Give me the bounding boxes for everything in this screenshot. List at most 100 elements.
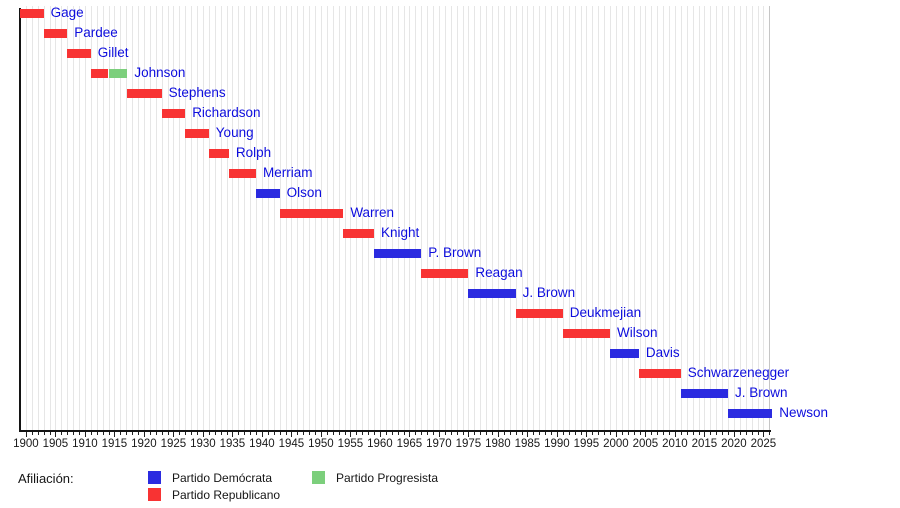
x-axis-minor-tick: [149, 432, 151, 435]
bar-label: J. Brown: [735, 385, 788, 400]
x-axis-minor-tick: [716, 432, 718, 435]
gridline: [297, 6, 299, 430]
x-axis-minor-tick: [745, 432, 747, 435]
x-axis-major-tick: [763, 432, 765, 437]
bar-segment: [20, 8, 44, 18]
gridline: [450, 6, 452, 430]
gridline: [368, 6, 370, 430]
x-axis-minor-tick: [297, 432, 299, 435]
bar-label: Davis: [645, 345, 680, 360]
x-axis-major-tick: [527, 432, 529, 437]
gridline: [309, 6, 311, 430]
y-axis-spine: [19, 8, 21, 430]
gridline: [421, 6, 423, 430]
bar-segment: [421, 268, 469, 278]
bar-segment: [127, 88, 162, 98]
x-axis-minor-tick: [285, 432, 287, 435]
gridline: [79, 6, 80, 430]
bar-label: Reagan: [475, 265, 523, 280]
x-axis-minor-tick: [680, 432, 682, 435]
gridline: [503, 6, 505, 430]
x-axis-major-tick: [114, 432, 116, 437]
gridline: [238, 6, 240, 430]
x-axis-tick-label: 1905: [42, 438, 69, 450]
gridline: [31, 6, 33, 430]
x-axis-tick-label: 2005: [632, 438, 659, 450]
gridline: [751, 6, 753, 430]
gridline: [438, 6, 440, 430]
gridline: [385, 6, 387, 430]
bar-segment: [728, 408, 773, 418]
x-axis-minor-tick: [580, 432, 582, 435]
x-axis-tick-label: 1940: [249, 438, 275, 450]
gridline: [55, 6, 57, 430]
x-axis-minor-tick: [633, 432, 635, 435]
x-axis-minor-tick: [710, 432, 712, 435]
gridline: [728, 6, 729, 430]
bar-segment: [256, 188, 280, 198]
bar-segment: [161, 108, 186, 118]
x-axis-minor-tick: [303, 432, 305, 435]
gridline: [326, 6, 328, 430]
x-axis-minor-tick: [474, 432, 476, 435]
gridline: [568, 6, 570, 430]
x-axis-minor-tick: [604, 432, 606, 435]
gridline: [143, 6, 145, 430]
gridline: [527, 6, 529, 430]
gridline: [539, 6, 541, 430]
gridline: [120, 6, 122, 430]
gridline: [167, 6, 169, 430]
x-axis-minor-tick: [238, 432, 240, 435]
gridline: [739, 6, 741, 430]
x-axis-minor-tick: [403, 432, 405, 435]
x-axis-minor-tick: [332, 432, 334, 435]
x-axis-minor-tick: [692, 432, 694, 435]
x-axis-major-tick: [379, 432, 381, 437]
gridline: [492, 6, 493, 430]
x-axis-minor-tick: [385, 432, 387, 435]
x-axis-tick-label: 2025: [750, 438, 777, 450]
x-axis-major-tick: [615, 432, 617, 437]
x-axis-minor-tick: [90, 432, 92, 435]
x-axis-minor-tick: [208, 432, 210, 435]
gridline: [285, 6, 287, 430]
bar-label: J. Brown: [522, 285, 576, 300]
bar-segment: [680, 388, 728, 398]
gridline: [108, 6, 110, 430]
gridline: [633, 6, 635, 430]
legend-label: Partido Progresista: [336, 471, 439, 485]
gridline: [261, 6, 263, 430]
gridline: [574, 6, 576, 430]
bar-label: Newson: [779, 405, 829, 420]
legend-label: Partido Demócrata: [172, 471, 273, 485]
gridline: [444, 6, 446, 430]
bar-segment: [208, 148, 229, 158]
bar-label: Rolph: [235, 145, 272, 160]
x-axis-minor-tick: [161, 432, 163, 435]
gridline: [733, 6, 735, 430]
x-axis-minor-tick: [79, 432, 80, 435]
x-axis-minor-tick: [480, 432, 482, 435]
bar-label: Olson: [286, 185, 322, 200]
x-axis-tick-label: 2010: [662, 438, 688, 450]
x-axis-minor-tick: [427, 432, 429, 435]
x-axis-minor-tick: [521, 432, 523, 435]
x-axis-minor-tick: [126, 432, 128, 435]
x-axis-minor-tick: [273, 432, 275, 435]
x-axis-major-tick: [320, 432, 322, 437]
x-axis-minor-tick: [686, 432, 688, 435]
bar-label: Deukmejian: [569, 305, 642, 320]
x-axis-minor-tick: [669, 432, 670, 435]
gridline: [663, 6, 665, 430]
x-axis-tick-label: 1960: [367, 438, 393, 450]
gridline: [90, 6, 92, 430]
gridline: [763, 6, 765, 430]
bar-segment: [67, 48, 91, 58]
x-axis-tick-label: 1965: [396, 438, 423, 450]
gridline: [409, 6, 411, 430]
x-axis-minor-tick: [698, 432, 700, 435]
x-axis-minor-tick: [138, 432, 139, 435]
x-axis-tick-label: 1945: [278, 438, 305, 450]
x-axis-minor-tick: [486, 432, 488, 435]
x-axis-minor-tick: [492, 432, 493, 435]
